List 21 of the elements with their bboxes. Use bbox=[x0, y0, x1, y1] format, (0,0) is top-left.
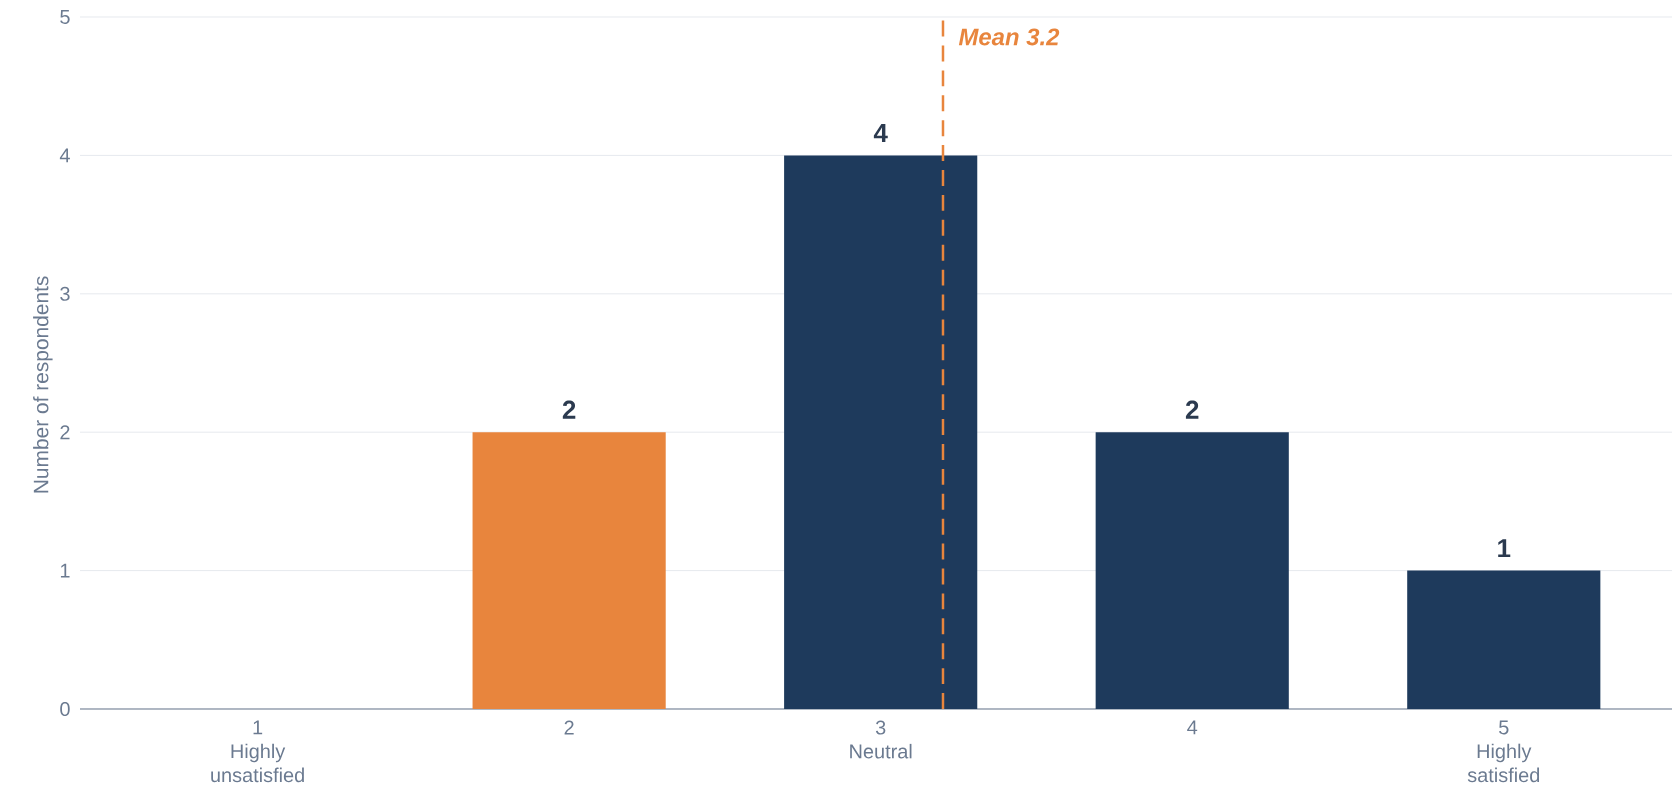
y-tick-label: 1 bbox=[60, 563, 70, 578]
x-tick-label: 5 Highly satisfied bbox=[1467, 720, 1540, 783]
bar bbox=[1407, 570, 1601, 709]
x-tick-label: 1 Highly unsatisfied bbox=[211, 720, 304, 783]
bar bbox=[472, 432, 666, 709]
data-label: 4 bbox=[873, 124, 888, 142]
y-tick-label: 4 bbox=[59, 148, 70, 163]
y-axis-title: Number of respondents bbox=[33, 276, 53, 493]
bar bbox=[1095, 432, 1289, 709]
y-tick-label: 3 bbox=[60, 286, 70, 301]
ref-line-label: Mean 3.2 bbox=[958, 28, 1060, 46]
data-label: 2 bbox=[562, 400, 576, 419]
data-label: 2 bbox=[1185, 400, 1199, 419]
y-tick-label: 5 bbox=[60, 10, 70, 24]
x-tick-label: 3 Neutral bbox=[850, 720, 912, 759]
x-tick-label: 2 bbox=[564, 720, 574, 735]
bar bbox=[784, 155, 978, 709]
x-tick-label: 4 bbox=[1187, 720, 1198, 735]
y-tick-label: 0 bbox=[60, 701, 70, 717]
y-tick-label: 2 bbox=[60, 425, 70, 440]
data-label: 1 bbox=[1498, 539, 1511, 558]
